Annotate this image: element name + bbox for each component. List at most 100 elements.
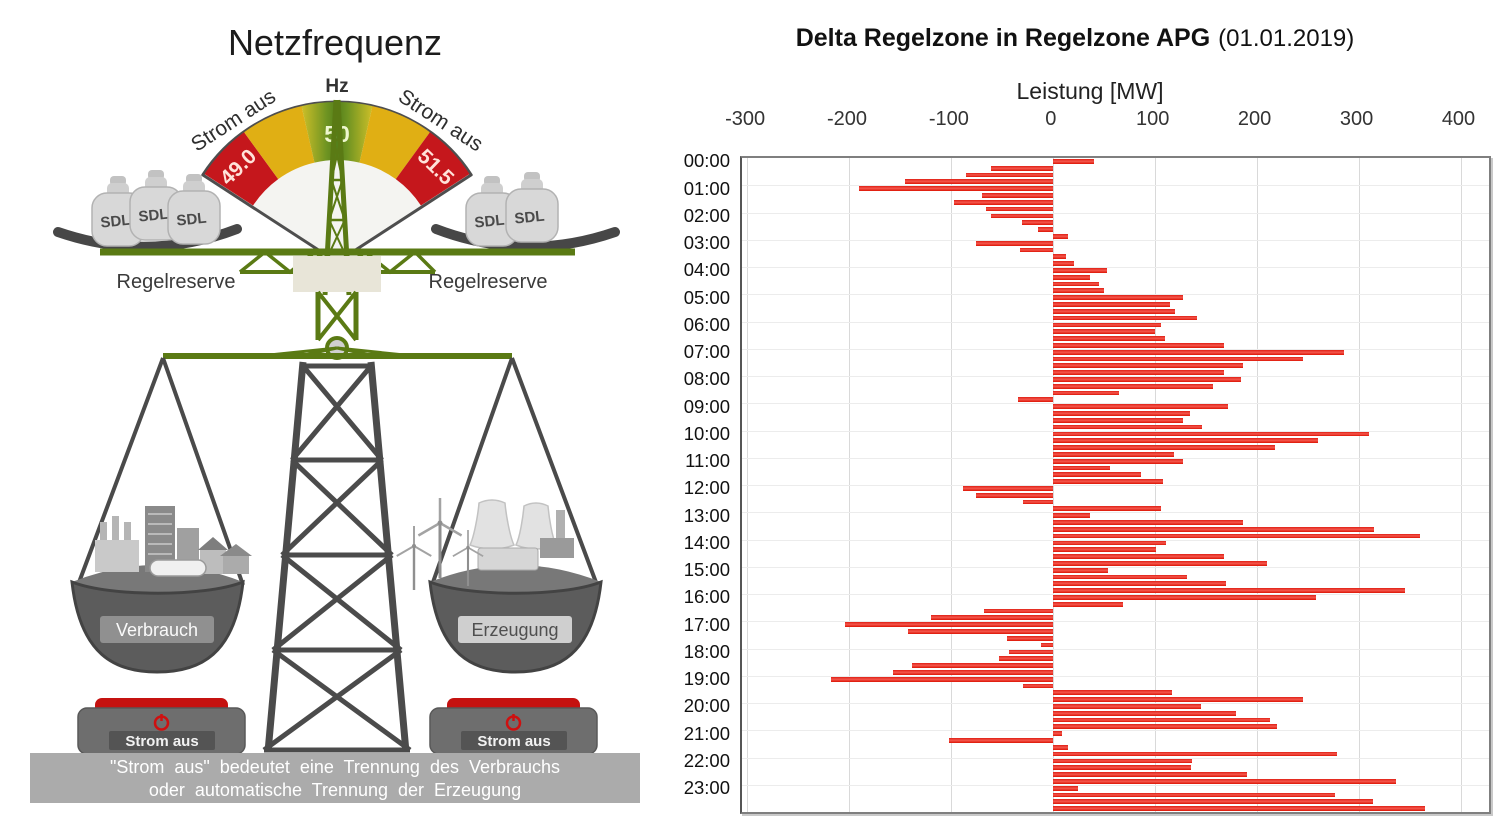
bar-14:00 bbox=[1052, 540, 1166, 546]
bar-04:30 bbox=[1052, 281, 1099, 287]
bar-06:45 bbox=[1052, 342, 1224, 348]
y-tick-label-11:00: 11:00 bbox=[685, 450, 730, 472]
bar-00:15 bbox=[990, 165, 1053, 171]
gridline-h bbox=[742, 212, 1489, 214]
gridline-h bbox=[742, 348, 1489, 350]
y-tick-label-13:00: 13:00 bbox=[683, 504, 730, 526]
gridline-h bbox=[742, 648, 1489, 650]
bar-04:45 bbox=[1052, 288, 1104, 294]
delta-regelzone-chart: Delta Regelzone in Regelzone APG (01.01.2… bbox=[650, 0, 1500, 840]
bar-10:30 bbox=[1052, 445, 1275, 450]
bar-10:00 bbox=[1052, 431, 1369, 437]
y-tick-label-04:00: 04:00 bbox=[683, 259, 730, 281]
strom-aus-button-label: Strom aus bbox=[125, 733, 198, 750]
bar-23:30 bbox=[1052, 799, 1373, 805]
bar-05:45 bbox=[1052, 315, 1198, 321]
bar-05:30 bbox=[1052, 308, 1176, 314]
y-tick-label-15:00: 15:00 bbox=[683, 559, 730, 581]
bar-11:45 bbox=[1052, 479, 1163, 484]
bar-20:45 bbox=[1052, 724, 1277, 730]
bar-18:15 bbox=[998, 656, 1053, 662]
bar-18:00 bbox=[1009, 649, 1053, 655]
x-axis-ticks: -300 -200 -100 0 100 200 300 400 bbox=[650, 108, 1500, 134]
bar-23:45 bbox=[1052, 806, 1425, 811]
bar-20:15 bbox=[1052, 710, 1237, 716]
bar-01:45 bbox=[985, 206, 1053, 212]
bar-20:30 bbox=[1052, 717, 1270, 723]
erzeugung-bowl: Erzeugung bbox=[395, 496, 603, 674]
bar-10:45 bbox=[1052, 451, 1175, 457]
bar-11:30 bbox=[1052, 472, 1142, 478]
bar-23:00 bbox=[1052, 785, 1079, 791]
bar-19:30 bbox=[1052, 690, 1172, 696]
bar-07:30 bbox=[1052, 363, 1244, 369]
y-tick-label-02:00: 02:00 bbox=[683, 204, 730, 226]
bar-14:45 bbox=[1052, 560, 1267, 566]
bar-14:30 bbox=[1052, 554, 1224, 559]
bar-03:15 bbox=[1020, 247, 1053, 253]
train-icon bbox=[149, 559, 207, 577]
bar-21:30 bbox=[1052, 744, 1069, 750]
gridline-h bbox=[742, 621, 1489, 623]
power-icon bbox=[505, 714, 522, 731]
y-tick-label-23:00: 23:00 bbox=[683, 777, 730, 799]
bar-22:00 bbox=[1052, 758, 1193, 764]
bar-07:00 bbox=[1052, 349, 1345, 355]
bar-02:30 bbox=[1037, 227, 1053, 232]
gridline-h bbox=[742, 321, 1489, 323]
y-tick-label-12:00: 12:00 bbox=[683, 477, 730, 499]
gauge-segment-yellow-left bbox=[244, 106, 315, 180]
y-tick-label-06:00: 06:00 bbox=[683, 313, 730, 335]
bar-17:30 bbox=[1007, 635, 1053, 641]
gauge-segment-red-left bbox=[204, 132, 279, 206]
bar-05:15 bbox=[1052, 302, 1170, 307]
bar-16:00 bbox=[1052, 595, 1316, 600]
verbrauch-label-band bbox=[100, 616, 214, 643]
gridline-h bbox=[742, 267, 1489, 268]
bar-12:15 bbox=[976, 492, 1053, 498]
bar-08:45 bbox=[1018, 397, 1053, 403]
bar-13:45 bbox=[1052, 533, 1420, 539]
bar-16:15 bbox=[1052, 601, 1124, 607]
bar-00:00 bbox=[1052, 159, 1094, 164]
strom-aus-button-right: Strom aus bbox=[429, 698, 598, 755]
footer-bar bbox=[30, 753, 640, 803]
gauge-unit-label: Hz bbox=[325, 76, 348, 97]
y-tick-label-09:00: 09:00 bbox=[683, 395, 730, 417]
gridline-h bbox=[742, 675, 1489, 677]
sdl-bag bbox=[167, 173, 221, 245]
chart-title-main: Delta Regelzone in Regelzone APG bbox=[795, 24, 1211, 52]
gridline-h bbox=[742, 457, 1489, 459]
chart-title: Delta Regelzone in Regelzone APG (01.01.2… bbox=[670, 24, 1480, 53]
gridline-h bbox=[742, 757, 1489, 759]
bar-08:00 bbox=[1052, 377, 1242, 382]
bar-09:00 bbox=[1052, 404, 1229, 410]
y-tick-label-16:00: 16:00 bbox=[683, 586, 730, 608]
bar-09:30 bbox=[1052, 417, 1184, 423]
upper-balance: Regelreserve Regelreserve bbox=[53, 169, 620, 360]
y-tick-label-19:00: 19:00 bbox=[683, 668, 730, 690]
bar-06:00 bbox=[1052, 322, 1161, 328]
bar-11:00 bbox=[1052, 458, 1184, 464]
bar-08:15 bbox=[1052, 383, 1213, 389]
y-tick-label-05:00: 05:00 bbox=[683, 286, 730, 308]
bar-18:45 bbox=[892, 669, 1053, 675]
bar-17:00 bbox=[844, 622, 1053, 628]
bar-12:00 bbox=[963, 486, 1053, 491]
bar-14:15 bbox=[1052, 547, 1156, 553]
bar-00:30 bbox=[966, 172, 1053, 178]
regelreserve-label-left: Regelreserve bbox=[117, 271, 236, 293]
diagram-svg: SDL Netzfrequenz Hz Strom aus bbox=[30, 22, 640, 803]
bar-06:30 bbox=[1052, 336, 1165, 341]
y-tick-label-01:00: 01:00 bbox=[683, 177, 730, 199]
y-tick-label-14:00: 14:00 bbox=[683, 531, 730, 553]
x-tick-label-100: 100 bbox=[1136, 108, 1170, 130]
bar-15:00 bbox=[1052, 567, 1108, 573]
bar-19:45 bbox=[1052, 697, 1304, 702]
bar-05:00 bbox=[1052, 295, 1184, 301]
bar-07:45 bbox=[1052, 370, 1224, 375]
plot-area bbox=[740, 156, 1491, 814]
bar-20:00 bbox=[1052, 704, 1201, 709]
bar-15:45 bbox=[1052, 588, 1406, 593]
regelreserve-label-right: Regelreserve bbox=[429, 271, 548, 293]
